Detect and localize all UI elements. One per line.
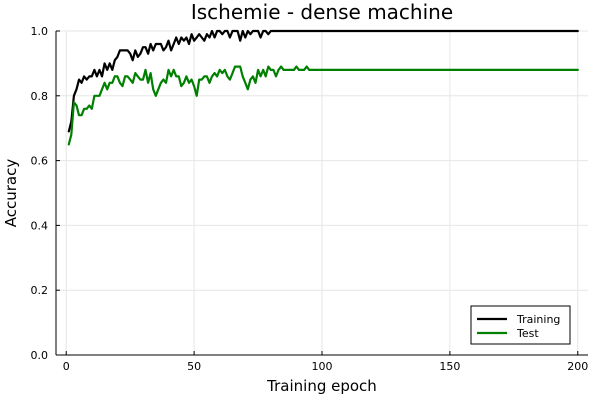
x-tick-label: 150 (439, 360, 460, 373)
y-tick-label: 0.4 (31, 219, 49, 232)
chart-title: Ischemie - dense machine (191, 0, 453, 24)
y-axis-label: Accuracy (2, 159, 20, 228)
legend-label-test: Test (516, 327, 539, 340)
legend-box (470, 305, 571, 345)
x-tick-label: 200 (567, 360, 588, 373)
y-tick-label: 0.0 (31, 349, 49, 362)
x-tick-label: 50 (187, 360, 201, 373)
x-axis-label: Training epoch (266, 377, 377, 395)
series-line-test (67, 65, 579, 146)
y-tick-label: 0.6 (31, 155, 49, 168)
legend-label-training: Training (516, 313, 560, 326)
axis-ticks: 0 50 100 150 200 0.0 0.2 0.4 0.6 0.8 1.0 (31, 25, 589, 373)
y-tick-label: 0.8 (31, 90, 49, 103)
x-tick-label: 100 (312, 360, 333, 373)
y-tick-label: 0.2 (31, 284, 49, 297)
y-tick-label: 1.0 (31, 25, 49, 38)
x-tick-label: 0 (63, 360, 70, 373)
series-line-training (67, 29, 579, 133)
series-group (67, 29, 579, 146)
